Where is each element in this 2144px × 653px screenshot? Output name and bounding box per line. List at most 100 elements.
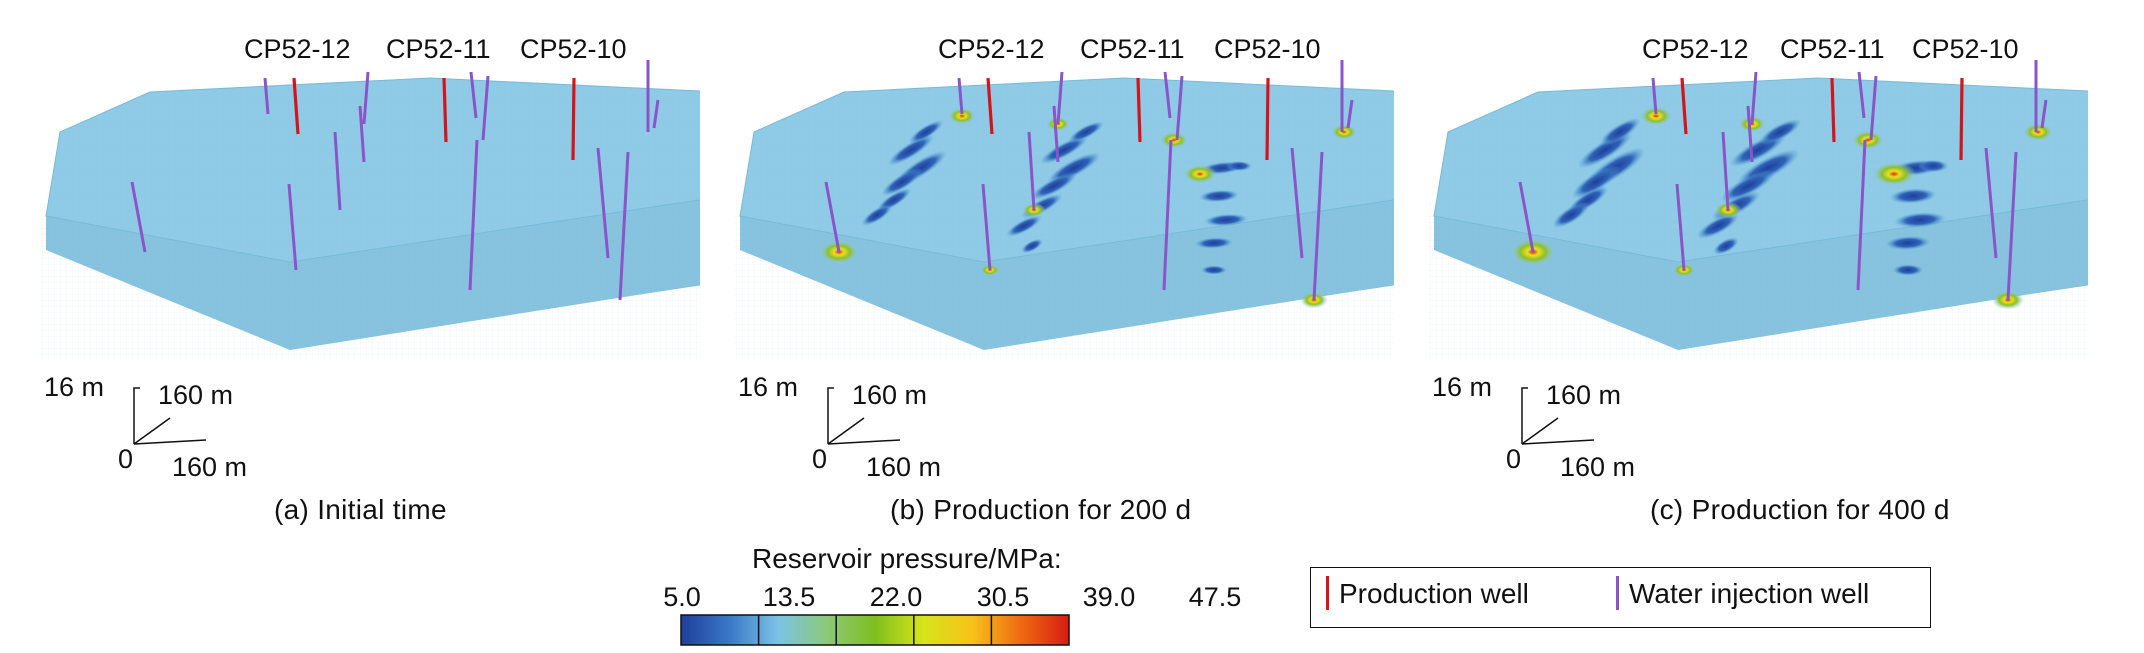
low-pressure-zone [1226, 161, 1252, 171]
colorbar-tick: 22.0 [869, 582, 923, 612]
axis-horizontal-label: 160 m [866, 452, 942, 482]
production-well [986, 77, 994, 135]
low-pressure-zone [861, 204, 893, 226]
high-pressure-spot [1183, 164, 1217, 184]
low-pressure-zone [1201, 265, 1227, 275]
low-pressure-zone [1696, 213, 1740, 239]
high-pressure-spot [2023, 123, 2053, 141]
injection-well [263, 77, 270, 115]
axis-depth [1521, 417, 1559, 445]
injection-well [957, 77, 964, 115]
low-pressure-zone [1917, 159, 1949, 173]
legend: Production well Water injection well [1310, 567, 1931, 628]
axis-origin-label: 0 [118, 444, 134, 474]
production-well-symbol [1326, 576, 1329, 610]
injection-well [1518, 181, 1535, 253]
production-well [1265, 77, 1270, 161]
injection-well [130, 181, 147, 253]
colorbar-tick: 47.5 [1188, 582, 1242, 612]
production-well [1830, 77, 1836, 143]
low-pressure-zone [1894, 212, 1946, 228]
panel-caption: (c) Production for 400 d [1650, 494, 1950, 525]
production-well [1680, 77, 1688, 135]
injection-well [1312, 151, 1324, 301]
low-pressure-zone [1892, 264, 1924, 276]
low-pressure-zone [1599, 117, 1641, 147]
injection-well [1856, 139, 1867, 291]
injection-well [1163, 71, 1172, 119]
injection-well [469, 71, 478, 119]
reservoir-model [1428, 60, 2088, 445]
low-pressure-zone [1571, 165, 1621, 199]
injection-well [1746, 105, 1754, 163]
low-pressure-zone [1552, 202, 1590, 228]
injection-well [1175, 75, 1184, 141]
axis-depth [133, 417, 171, 445]
colorbar-gradient [680, 614, 1070, 646]
injection-well [981, 183, 992, 271]
axis-horizontal [133, 439, 207, 445]
colorbar-tick: 39.0 [1082, 582, 1136, 612]
injection-well [1162, 139, 1173, 291]
injection-well [824, 181, 841, 253]
high-pressure-spot [1851, 130, 1885, 150]
panel-caption: (a) Initial time [274, 494, 447, 525]
panel-400d: CP52-12 CP52-11 CP52-10 16 m 160 m 0 160… [1388, 0, 2088, 540]
production-well [571, 77, 576, 161]
high-pressure-spot [1331, 124, 1357, 140]
high-pressure-spot [948, 107, 976, 125]
injection-well [1651, 77, 1658, 115]
injection-well [1869, 75, 1878, 141]
well-label-cp52-10: CP52-10 [1912, 34, 2019, 64]
low-pressure-zone [908, 120, 944, 144]
injection-well [618, 151, 630, 301]
low-pressure-zone [1720, 169, 1776, 203]
low-pressure-zone [1195, 237, 1233, 249]
colorbar-tick: 13.5 [762, 582, 816, 612]
injection-well [1052, 105, 1060, 163]
axis-depth [827, 417, 865, 445]
injection-well-symbol [1616, 576, 1619, 610]
injection-well [468, 139, 479, 291]
injection-well [1056, 71, 1064, 125]
well-label-cp52-10: CP52-10 [1214, 34, 1321, 64]
well-label-cp52-11: CP52-11 [1780, 34, 1885, 64]
injection-well [362, 71, 370, 125]
injection-well [358, 105, 366, 163]
axis-origin-label: 0 [1506, 444, 1522, 474]
legend-production-label: Production well [1339, 578, 1529, 609]
colorbar-title: Reservoir pressure/MPa: [752, 543, 1062, 574]
injection-well [1721, 131, 1730, 211]
axis-vertical [1521, 387, 1528, 444]
injection-well [1346, 99, 1354, 129]
low-pressure-zone [1889, 188, 1937, 204]
production-well [442, 77, 448, 143]
injection-well [287, 183, 298, 271]
axis-vertical [827, 387, 834, 444]
top-grid [46, 78, 700, 262]
axis-depth-label: 160 m [1546, 380, 1622, 410]
injection-well [2006, 151, 2018, 301]
low-pressure-zone [1068, 121, 1104, 143]
legend-injection-label: Water injection well [1629, 578, 1870, 609]
injection-well [1984, 147, 1998, 259]
axis-vertical-label: 16 m [738, 372, 799, 402]
low-pressure-zone [1039, 135, 1089, 165]
axis-vertical [133, 387, 140, 444]
production-well [1136, 77, 1142, 143]
injection-well [652, 99, 660, 129]
axis-horizontal [827, 439, 901, 445]
injection-well [1750, 71, 1758, 125]
panel-200d: CP52-12 CP52-11 CP52-10 16 m 160 m 0 160… [694, 0, 1394, 540]
well-label-cp52-11: CP52-11 [1080, 34, 1185, 64]
reservoir-model [734, 60, 1394, 445]
high-pressure-spot [1872, 161, 1916, 187]
well-label-cp52-12: CP52-12 [938, 34, 1045, 64]
high-pressure-spot [1160, 131, 1188, 149]
low-pressure-zone [1758, 119, 1802, 145]
well-label-cp52-10: CP52-10 [520, 34, 627, 64]
panel-caption: (b) Production for 200 d [890, 494, 1192, 525]
well-label-cp52-12: CP52-12 [244, 34, 351, 64]
injection-well [1027, 131, 1036, 211]
